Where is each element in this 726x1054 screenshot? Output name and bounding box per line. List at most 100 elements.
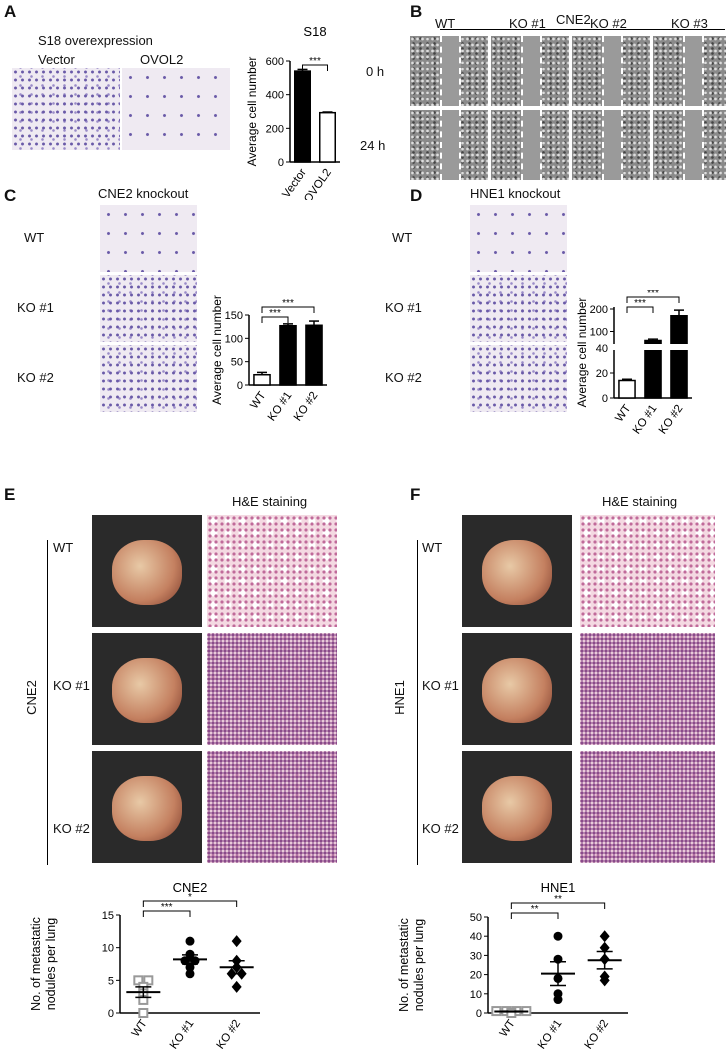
micrograph-ovol2 xyxy=(122,68,230,150)
panel-label-b: B xyxy=(410,2,423,21)
data-point xyxy=(553,931,563,941)
data-point xyxy=(231,980,242,993)
panel-b-row-label: 0 h xyxy=(366,64,385,79)
panel-c-title: CNE2 knockout xyxy=(98,186,189,201)
scratch-micrograph xyxy=(491,110,569,180)
y-axis-label: Average cell number xyxy=(245,57,259,167)
significance-bracket xyxy=(261,306,315,313)
sem-bar xyxy=(228,959,245,975)
x-tick-label: WT xyxy=(613,403,633,425)
y-tick-label: 10 xyxy=(102,943,114,955)
bar xyxy=(294,70,311,163)
sem-bar xyxy=(135,986,152,999)
panel-b-col-label: KO #2 xyxy=(590,16,627,31)
significance-bracket xyxy=(626,306,654,313)
panel-d-title: HNE1 knockout xyxy=(470,186,561,201)
transwell-micrograph xyxy=(470,275,567,342)
he-micrograph xyxy=(580,515,715,627)
panel-label-c: C xyxy=(4,186,17,205)
row-label: KO #1 xyxy=(385,300,422,315)
data-point xyxy=(599,930,610,943)
panel-label-f: F xyxy=(410,485,421,504)
bar xyxy=(253,373,271,386)
significance-label: *** xyxy=(634,298,646,309)
y-tick-label: 0 xyxy=(278,157,284,169)
row-label: KO #1 xyxy=(17,300,54,315)
y-tick-label: 15 xyxy=(102,910,114,922)
significance-bracket xyxy=(142,910,191,917)
y-tick-label: 20 xyxy=(596,368,608,380)
axis-break xyxy=(608,344,692,350)
panel-a-col-ovol2: OVOL2 xyxy=(140,52,184,67)
bar xyxy=(319,111,336,163)
panel-a-col-vector: Vector xyxy=(38,52,75,67)
row-label: WT xyxy=(24,230,45,245)
y-tick-label: 0 xyxy=(602,393,608,405)
panel-f-side-label: HNE1 xyxy=(391,680,407,715)
chart-title: S18 xyxy=(303,24,326,39)
y-tick-label: 50 xyxy=(470,912,482,924)
significance-bracket xyxy=(510,912,559,919)
y-tick-label: 100 xyxy=(590,327,608,339)
panel-f-he-title: H&E staining xyxy=(602,494,678,509)
y-axis-label: No. of metastaticnodules per lung xyxy=(397,918,426,1012)
panel-label-a: A xyxy=(4,2,17,21)
x-tick-label: KO #2 xyxy=(657,403,686,437)
x-tick-label: WT xyxy=(248,390,268,412)
panel-e-he-title: H&E staining xyxy=(232,494,308,509)
panel-b-col-label: WT xyxy=(435,16,456,31)
transwell-micrograph xyxy=(100,205,197,272)
y-tick-label: 200 xyxy=(590,304,608,316)
data-point xyxy=(185,936,195,946)
x-tick-label: OVOL2 xyxy=(302,167,334,200)
panel-b-col-label: KO #3 xyxy=(671,16,708,31)
row-label: WT xyxy=(422,540,443,555)
bar xyxy=(644,339,662,399)
sem-bar xyxy=(182,954,198,965)
y-tick-label: 40 xyxy=(470,931,482,943)
y-axis-label: Average cell number xyxy=(210,295,224,405)
row-label: KO #2 xyxy=(422,821,459,836)
transwell-micrograph xyxy=(100,275,197,342)
bar xyxy=(670,315,688,399)
row-label: KO #1 xyxy=(422,678,459,693)
y-tick-label: 40 xyxy=(596,343,608,355)
he-micrograph xyxy=(207,633,337,745)
data-point xyxy=(138,1008,149,1018)
row-label: KO #2 xyxy=(17,370,54,385)
panel-a-title: S18 overexpression xyxy=(38,33,153,48)
chart-title: HNE1 xyxy=(541,880,576,895)
he-micrograph xyxy=(580,633,715,745)
y-tick-label: 150 xyxy=(225,310,243,322)
data-point xyxy=(185,969,195,979)
panel-b-title: CNE2 xyxy=(556,12,591,27)
y-tick-label: 400 xyxy=(266,90,284,102)
y-tick-label: 0 xyxy=(476,1008,482,1020)
panel-label-d: D xyxy=(410,186,423,205)
y-tick-label: 50 xyxy=(231,357,243,369)
y-tick-label: 20 xyxy=(470,970,482,982)
data-point xyxy=(185,962,195,972)
x-tick-label: WT xyxy=(130,1018,150,1040)
x-tick-label: KO #1 xyxy=(266,390,295,424)
row-label: KO #2 xyxy=(385,370,422,385)
lung-photo xyxy=(92,633,202,745)
significance-label: ** xyxy=(554,894,562,905)
y-tick-label: 100 xyxy=(225,333,243,345)
panel-f-bracket xyxy=(417,540,418,865)
x-tick-label: KO #1 xyxy=(168,1018,197,1052)
transwell-micrograph xyxy=(470,205,567,272)
lung-photo xyxy=(92,515,202,627)
panel-b-divider xyxy=(440,29,725,30)
lung-photo xyxy=(462,633,572,745)
y-tick-label: 0 xyxy=(108,1008,114,1020)
significance-label: *** xyxy=(647,290,659,299)
chart-e: CNE2 0 5 10 15 No. of metastaticnodules per l… xyxy=(29,880,260,1052)
significance-label: ** xyxy=(531,904,539,915)
bar xyxy=(305,324,323,386)
he-micrograph xyxy=(207,751,337,863)
panel-e-side-label: CNE2 xyxy=(23,680,39,715)
significance-bracket xyxy=(261,316,289,323)
